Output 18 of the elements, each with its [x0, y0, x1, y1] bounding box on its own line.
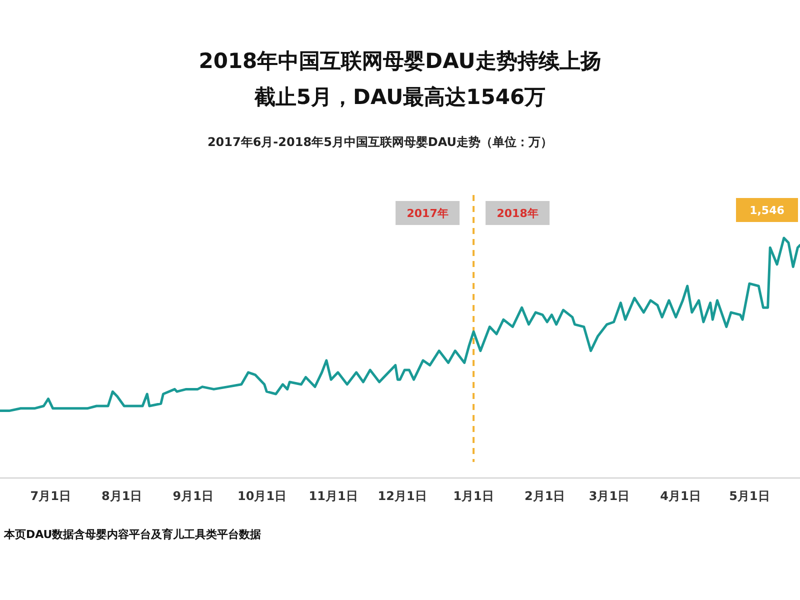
x-tick-label: 7月1日 — [30, 489, 71, 503]
x-tick-label: 3月1日 — [588, 489, 630, 503]
x-tick-label: 4月1日 — [660, 489, 701, 503]
text: 2017年6月-2018年5月中国互联网母婴DAU走势（单位：万） — [207, 135, 553, 149]
text: 2017年 — [406, 207, 448, 220]
x-tick-label: 5月1日 — [729, 489, 770, 503]
chart-subtitle: 截止5月，DAU最高达1546万 — [253, 85, 546, 109]
text: 2018年 — [496, 207, 538, 220]
text: 本页DAU数据含母婴内容平台及育儿工具类平台数据 — [3, 528, 262, 541]
x-tick-label: 2月1日 — [524, 489, 566, 503]
annotation: 1,546 — [750, 204, 785, 217]
x-tick-label: 1月1日 — [453, 489, 494, 503]
x-tick-label: 12月1日 — [378, 489, 427, 503]
x-tick-label: 11月1日 — [308, 489, 358, 503]
x-tick-label: 10月1日 — [238, 489, 287, 503]
x-tick-label: 8月1日 — [101, 489, 142, 503]
x-tick-label: 9月1日 — [172, 489, 214, 503]
chart-title: 2018年中国互联网母婴DAU走势持续上扬 — [198, 49, 602, 73]
